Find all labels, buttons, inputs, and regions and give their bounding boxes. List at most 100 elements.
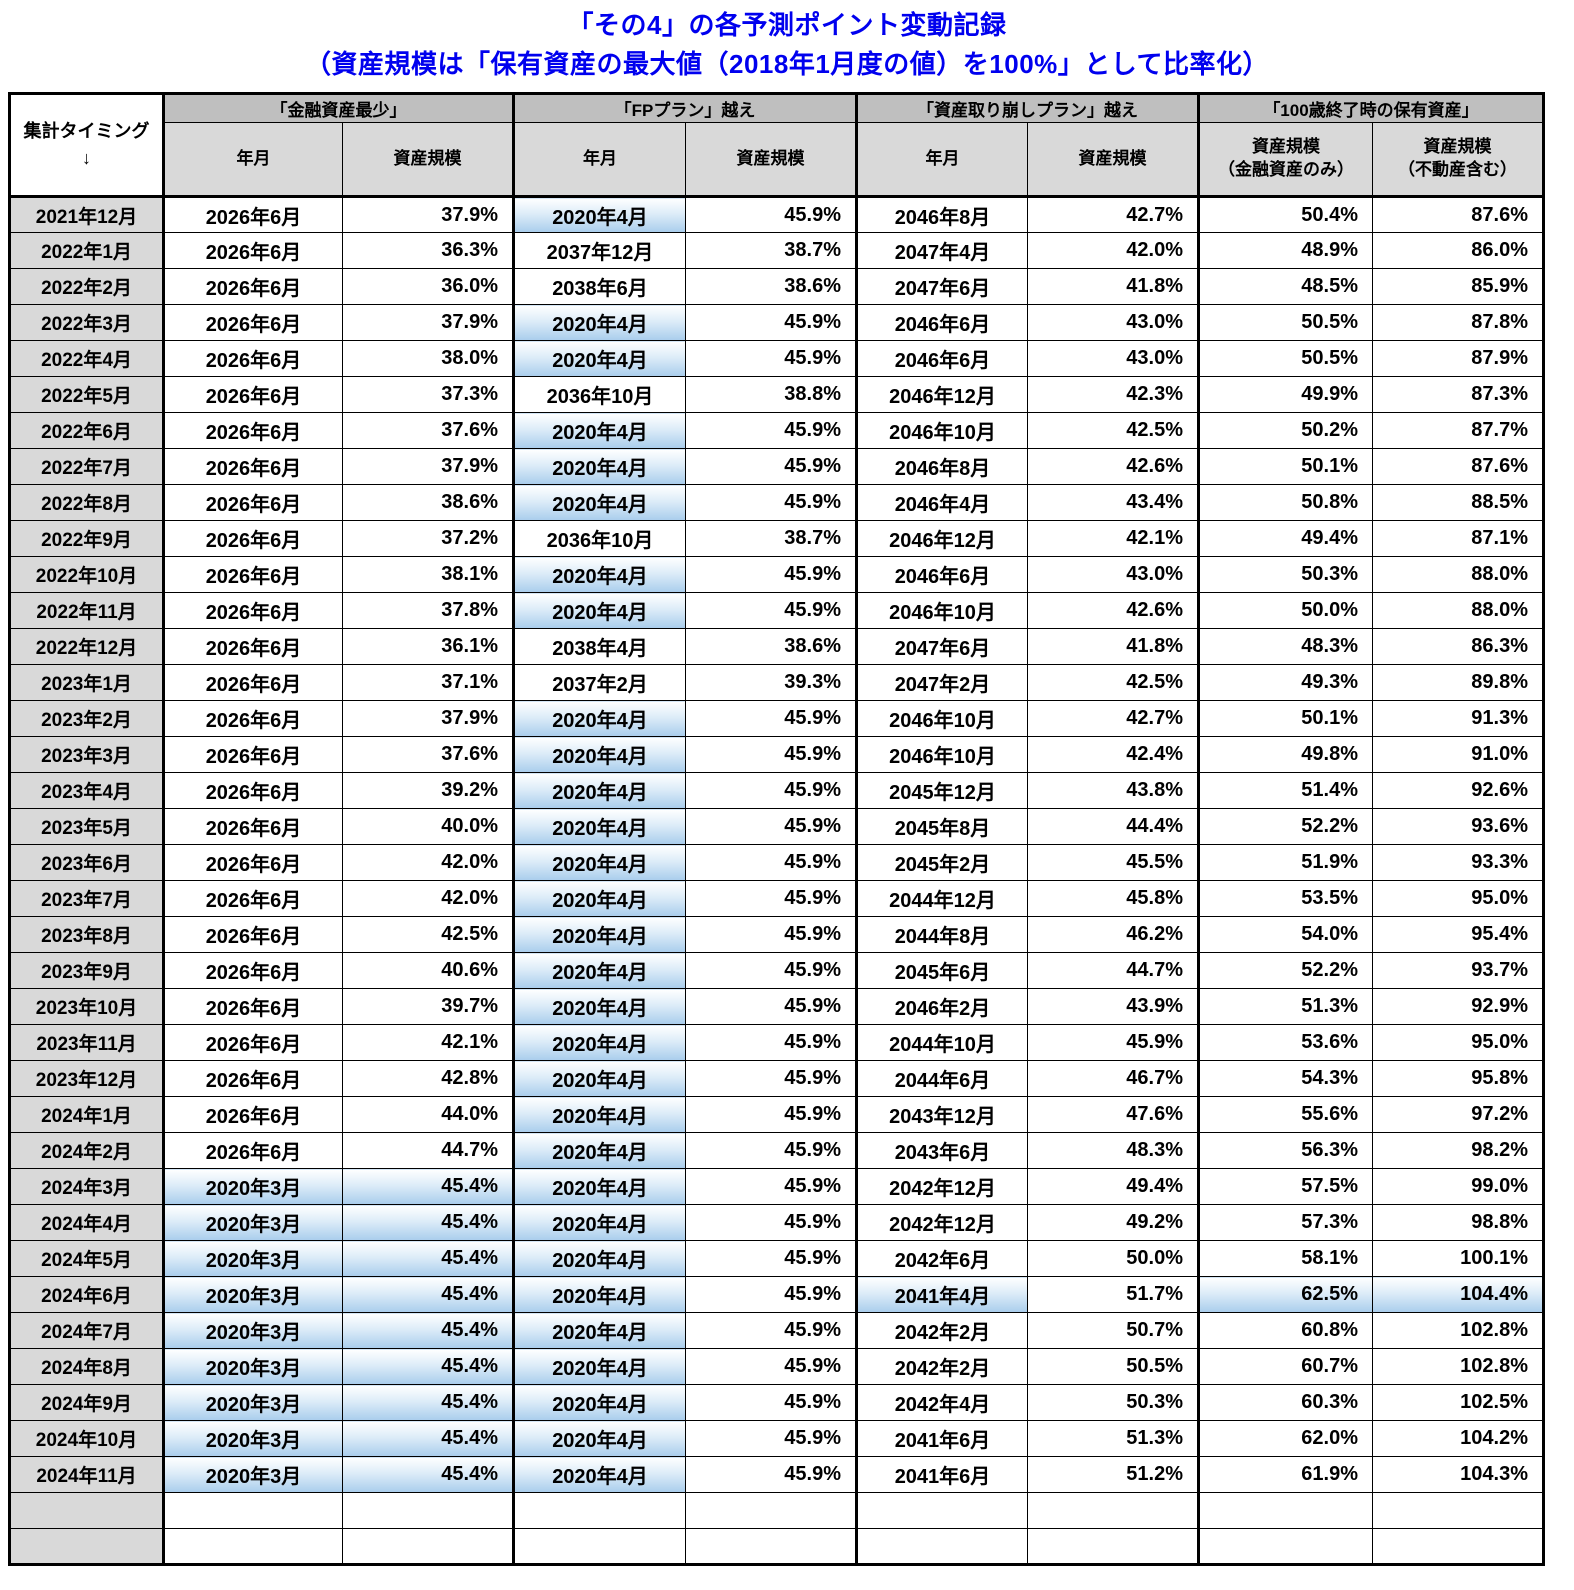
table-cell: 45.9% xyxy=(685,484,857,521)
table-cell: 51.3% xyxy=(1197,988,1373,1025)
table-cell: 2020年3月 xyxy=(162,1312,343,1349)
table-cell: 45.9% xyxy=(685,1024,857,1061)
table-cell: 38.6% xyxy=(685,628,857,665)
table-cell: 92.9% xyxy=(1372,988,1544,1025)
col-header: 年月 xyxy=(162,122,343,198)
table-cell: 44.4% xyxy=(1027,808,1199,845)
table-cell: 2044年10月 xyxy=(855,1024,1028,1061)
table-cell: 37.9% xyxy=(342,196,514,233)
timing-cell: 2022年5月 xyxy=(9,376,165,413)
table-cell: 48.9% xyxy=(1197,232,1373,269)
table-cell xyxy=(1372,1528,1544,1565)
table-cell: 51.9% xyxy=(1197,844,1373,881)
table-cell: 98.8% xyxy=(1372,1204,1544,1241)
table-cell: 100.1% xyxy=(1372,1240,1544,1277)
table-row: 2023年8月 2026年6月 42.5% 2020年4月 45.9% 2044年8月 46… xyxy=(9,916,1544,953)
table-cell: 2020年4月 xyxy=(512,772,686,809)
table-cell: 2026年6月 xyxy=(162,700,343,737)
timing-cell: 2024年4月 xyxy=(9,1204,165,1241)
table-cell: 2020年3月 xyxy=(162,1384,343,1421)
table-row: 2022年1月 2026年6月 36.3% 2037年12月 38.7% 2047年4月 4… xyxy=(9,232,1544,269)
table-cell: 2042年6月 xyxy=(855,1240,1028,1277)
table-cell: 89.8% xyxy=(1372,664,1544,701)
timing-cell: 2023年9月 xyxy=(9,952,165,989)
table-cell: 2020年4月 xyxy=(512,952,686,989)
table-cell: 51.7% xyxy=(1027,1276,1199,1313)
table-cell: 45.9% xyxy=(685,1348,857,1385)
table-cell: 2044年6月 xyxy=(855,1060,1028,1097)
table-cell: 2046年12月 xyxy=(855,520,1028,557)
timing-cell: 2024年3月 xyxy=(9,1168,165,1205)
table-cell: 45.9% xyxy=(685,736,857,773)
timing-cell: 2021年12月 xyxy=(9,196,165,233)
table-row: 2024年8月 2020年3月 45.4% 2020年4月 45.9% 2042年2月 50… xyxy=(9,1348,1544,1385)
table-cell: 37.9% xyxy=(342,304,514,341)
table-cell: 91.3% xyxy=(1372,700,1544,737)
table-cell: 49.4% xyxy=(1197,520,1373,557)
table-row: 2023年12月 2026年6月 42.8% 2020年4月 45.9% 2044年6月 4… xyxy=(9,1060,1544,1097)
timing-cell: 2022年10月 xyxy=(9,556,165,593)
table-cell: 61.9% xyxy=(1197,1456,1373,1493)
table-cell: 46.7% xyxy=(1027,1060,1199,1097)
table-cell: 50.4% xyxy=(1197,196,1373,233)
timing-cell: 2024年11月 xyxy=(9,1456,165,1493)
table-cell: 2020年4月 xyxy=(512,1420,686,1457)
table-cell: 2047年6月 xyxy=(855,268,1028,305)
table-cell: 42.5% xyxy=(1027,412,1199,449)
table-cell: 2020年4月 xyxy=(512,1276,686,1313)
table-cell: 2036年10月 xyxy=(512,520,686,557)
table-cell: 45.9% xyxy=(685,196,857,233)
table-cell: 42.0% xyxy=(342,844,514,881)
table-cell: 2026年6月 xyxy=(162,304,343,341)
table-cell: 2020年3月 xyxy=(162,1456,343,1493)
timing-cell: 2023年7月 xyxy=(9,880,165,917)
table-row: 2024年7月 2020年3月 45.4% 2020年4月 45.9% 2042年2月 50… xyxy=(9,1312,1544,1349)
table-cell: 53.5% xyxy=(1197,880,1373,917)
table-cell: 2020年4月 xyxy=(512,880,686,917)
table-cell: 60.8% xyxy=(1197,1312,1373,1349)
table-cell xyxy=(1197,1528,1373,1565)
col-header: 年月 xyxy=(855,122,1028,198)
table-cell: 60.3% xyxy=(1197,1384,1373,1421)
col-header: 資産規模 （金融資産のみ） xyxy=(1197,122,1373,198)
table-cell: 45.9% xyxy=(685,340,857,377)
table-cell: 86.0% xyxy=(1372,232,1544,269)
table-cell: 87.6% xyxy=(1372,196,1544,233)
table-cell: 45.4% xyxy=(342,1204,514,1241)
table-cell: 2020年4月 xyxy=(512,592,686,629)
table-cell: 2043年6月 xyxy=(855,1132,1028,1169)
table-cell: 45.9% xyxy=(685,844,857,881)
timing-cell: 2023年5月 xyxy=(9,808,165,845)
table-cell: 49.8% xyxy=(1197,736,1373,773)
table-cell: 2020年3月 xyxy=(162,1276,343,1313)
table-cell xyxy=(342,1492,514,1529)
timing-cell xyxy=(9,1492,165,1529)
table-cell: 92.6% xyxy=(1372,772,1544,809)
table-cell: 42.7% xyxy=(1027,700,1199,737)
table-cell: 44.0% xyxy=(342,1096,514,1133)
table-cell: 2026年6月 xyxy=(162,520,343,557)
table-cell: 45.9% xyxy=(1027,1024,1199,1061)
table-cell: 2046年2月 xyxy=(855,988,1028,1025)
table-cell: 2020年3月 xyxy=(162,1348,343,1385)
table-cell: 2026年6月 xyxy=(162,916,343,953)
table-cell xyxy=(162,1528,343,1565)
table-cell: 95.0% xyxy=(1372,880,1544,917)
timing-cell: 2024年5月 xyxy=(9,1240,165,1277)
col-header: 資産規模 xyxy=(685,122,857,198)
table-cell: 2026年6月 xyxy=(162,628,343,665)
group-header-torikuzushi-plan: 「資産取り崩しプラン」越え xyxy=(855,93,1199,123)
table-cell: 95.0% xyxy=(1372,1024,1544,1061)
table-row: 2023年9月 2026年6月 40.6% 2020年4月 45.9% 2045年6月 44… xyxy=(9,952,1544,989)
table-cell: 2046年6月 xyxy=(855,340,1028,377)
timing-cell: 2022年1月 xyxy=(9,232,165,269)
table-cell: 38.8% xyxy=(685,376,857,413)
table-cell: 2026年6月 xyxy=(162,340,343,377)
table-cell: 37.6% xyxy=(342,736,514,773)
table-cell: 45.9% xyxy=(685,304,857,341)
table-cell: 2020年4月 xyxy=(512,304,686,341)
table-row xyxy=(9,1528,1544,1565)
table-cell: 104.4% xyxy=(1372,1276,1544,1313)
table-cell: 88.5% xyxy=(1372,484,1544,521)
col-header: 資産規模 （不動産含む） xyxy=(1372,122,1544,198)
